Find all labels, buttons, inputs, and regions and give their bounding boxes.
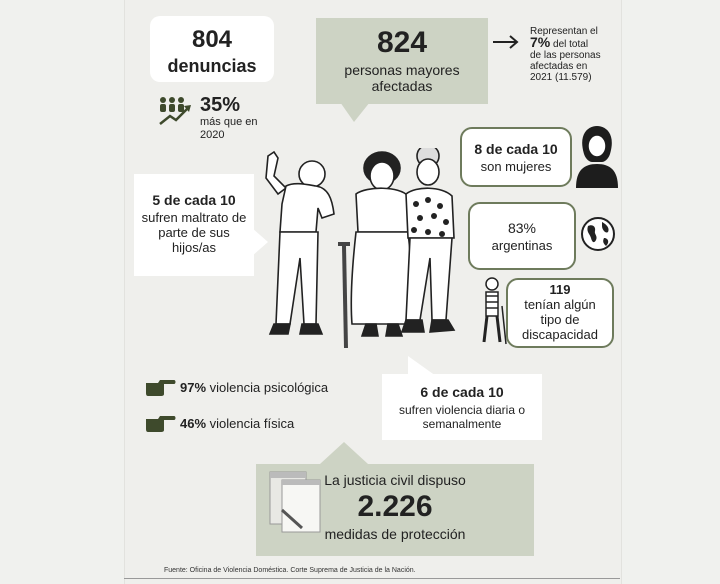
increase-text: 35% más que en 2020 [200,94,257,142]
represent-line3: de las personas [530,50,601,61]
source-note: Fuente: Oficina de Violencia Doméstica. … [164,567,416,574]
person-with-cane-icon [482,277,507,345]
justicia-line2: medidas de protección [324,526,466,542]
afectadas-value: 824 [376,26,428,59]
justicia-card-tail [320,442,368,464]
afectadas-card: 824 personas mayores afectadas [316,18,488,104]
afectadas-label-2: afectadas [371,78,433,94]
diaria-line2: sufren violencia diaria o [398,403,526,417]
diaria-card: 6 de cada 10 sufren violencia diaria o s… [382,374,542,440]
violencia-item: 46% violencia física [144,412,328,434]
violencia-label: violencia psicológica [206,379,329,395]
argentinas-value: 83% [507,220,537,236]
violencia-text: 46% violencia física [180,416,294,431]
denuncias-label: denuncias [167,56,257,76]
diaria-line3: semanalmente [422,417,502,431]
maltrato-line1: 5 de cada 10 [152,192,236,208]
mujeres-line1: 8 de cada 10 [474,141,558,157]
maltrato-line3: parte de sus [158,225,230,240]
discapacidad-card: 119 tenían algún tipo de discapacidad [506,278,614,348]
woman-icon [576,126,618,188]
justicia-line1: La justicia civil dispuso [324,472,466,488]
violencia-pct: 97% [180,379,207,395]
afectadas-label-1: personas mayores [344,62,460,78]
violencia-list: 97% violencia psicológica 46% violencia … [144,376,328,434]
pointing-hand-icon [146,416,176,432]
violencia-pct: 46% [180,415,207,431]
represent-line2: del total [550,39,589,50]
denuncias-card: 804 denuncias [150,16,274,82]
increase-line1: más que en [200,116,258,128]
represent-pct-line: 7% del total [530,34,620,50]
discapacidad-line1: tenían algún [524,297,596,312]
represent-line4: afectadas en [530,61,588,72]
maltrato-card: 5 de cada 10 sufren maltrato de parte de… [134,174,254,276]
documents-pen-icon [269,471,321,533]
violencia-item: 97% violencia psicológica [144,376,328,398]
elderly-people-illustration [265,148,456,349]
mujeres-line2: son mujeres [480,159,552,174]
pointing-hand-icon [146,380,176,396]
diaria-card-tail [408,356,436,376]
discapacidad-line2: tipo de [540,312,580,327]
mujeres-card: 8 de cada 10 son mujeres [460,127,572,187]
globe-icon [581,217,615,251]
represent-pct: 7% [530,34,551,50]
represent-line1: Representan el [530,26,598,37]
maltrato-line4: hijos/as [171,240,217,255]
increase-line2: 2020 [200,129,225,141]
discapacidad-value: 119 [549,282,571,297]
maltrato-card-tail [252,228,268,256]
violencia-label: violencia física [206,415,295,431]
argentinas-label: argentinas [491,238,553,253]
discapacidad-line3: discapacidad [522,327,598,342]
afectadas-card-tail [340,102,370,122]
growth-people-icon [159,97,191,125]
denuncias-value: 804 [191,26,233,53]
argentinas-card: 83% argentinas [468,202,576,270]
increase-value: 35% [200,94,241,116]
represent-text: Representan el 7% del total de las perso… [530,26,620,83]
violencia-text: 97% violencia psicológica [180,380,328,395]
represent-line5: 2021 (11.579) [530,72,592,83]
bottom-divider [124,578,620,579]
diaria-line1: 6 de cada 10 [420,384,504,400]
maltrato-line2: sufren maltrato de [141,210,247,225]
arrow-right-icon [493,35,519,49]
justicia-value: 2.226 [357,490,433,523]
